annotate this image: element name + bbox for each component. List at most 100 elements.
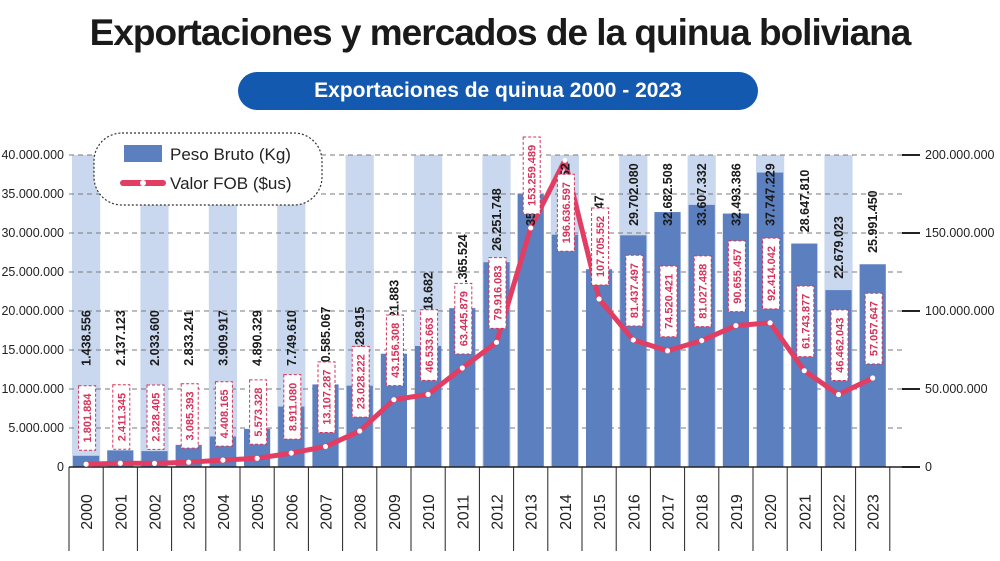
left-axis-tick-label: 35.000.000 <box>1 187 64 201</box>
fob-value-label: 2.411.345 <box>116 393 128 441</box>
page-title: Exportaciones y mercados de la quinua bo… <box>89 12 912 53</box>
x-axis-tick-label: 2006 <box>284 494 301 530</box>
axes: 0 5.000.000 10.000.000 15.000.000 20.000.000… <box>1 148 995 551</box>
fob-point <box>151 460 158 466</box>
fob-value-label-box <box>625 254 644 327</box>
fob-value-label: 153.259.489 <box>527 145 539 206</box>
fob-value-label: 5.573.328 <box>253 388 265 437</box>
fob-value-label: 61.743.877 <box>800 294 812 349</box>
fob-point <box>699 337 705 344</box>
bar-peso-bruto <box>517 193 544 467</box>
fob-point <box>733 322 739 329</box>
bar-value-label: 2.033.600 <box>148 310 162 366</box>
bar-value-label: 37.747.229 <box>764 163 778 226</box>
fob-point <box>322 443 329 450</box>
right-axis-tick-label: 100.000.000 <box>925 304 995 318</box>
bar-value-label: 29.702.080 <box>627 163 641 226</box>
fob-value-label: 2.328.405 <box>150 393 162 442</box>
fob-value-label: 79.916.083 <box>492 265 504 320</box>
fob-value-label: 4.408.165 <box>219 389 231 438</box>
fob-value-label-box <box>727 240 746 313</box>
x-axis-tick-label: 2011 <box>455 495 472 530</box>
fob-point <box>288 450 294 456</box>
fob-value-label-box <box>112 384 131 450</box>
fob-value-label-box <box>146 384 165 450</box>
legend-label-peso: Peso Bruto (Kg) <box>170 145 291 164</box>
fob-point <box>870 375 876 381</box>
fob-value-label: 81.027.488 <box>698 264 710 319</box>
x-axis-tick-label: 2009 <box>387 494 404 530</box>
fob-value-label-box <box>249 379 268 445</box>
x-axis-tick-label: 2000 <box>79 494 96 530</box>
x-axis-tick-label: 2010 <box>421 494 438 530</box>
legend-label-fob: Valor FOB ($us) <box>170 174 292 193</box>
fob-value-label-box <box>488 257 507 329</box>
right-axis-tick-label: 50.000.000 <box>925 382 988 396</box>
fob-value-label: 57.057.647 <box>869 301 881 356</box>
x-axis-tick-label: 2007 <box>319 494 336 530</box>
bar-peso-bruto <box>73 455 100 467</box>
right-axis-tick-label: 200.000.000 <box>925 148 995 162</box>
chart-subtitle-pill: Exportaciones de quinua 2000 - 2023 <box>238 72 758 110</box>
fob-value-label-box <box>762 237 781 310</box>
x-axis-tick-label: 2008 <box>353 494 370 530</box>
bar-value-label: 32.493.386 <box>729 163 743 226</box>
left-axis-tick-label: 40.000.000 <box>1 148 64 162</box>
fob-line <box>86 157 874 467</box>
fob-value-label: 3.085.393 <box>185 392 197 441</box>
left-axis-tick-label: 30.000.000 <box>1 226 64 240</box>
fob-value-label-box <box>385 314 404 387</box>
fob-point <box>596 296 602 302</box>
fob-value-label: 23.028.222 <box>356 354 368 409</box>
x-axis-tick-label: 2002 <box>148 494 165 530</box>
fob-value-label: 92.414.042 <box>766 246 778 301</box>
x-axis-tick-label: 2023 <box>866 494 883 530</box>
bar-value-label: 2.833.241 <box>182 310 196 366</box>
x-axis-tick-label: 2012 <box>490 494 507 530</box>
x-axis-tick-label: 2005 <box>250 494 267 530</box>
fob-value-label: 13.107.287 <box>321 370 333 425</box>
bar-value-label: 25.991.450 <box>866 190 880 253</box>
fob-point <box>493 339 500 345</box>
left-axis-tick-label: 10.000.000 <box>1 382 64 396</box>
fob-value-label-box <box>864 292 883 365</box>
fob-point <box>562 157 568 163</box>
fob-value-label-box <box>214 381 233 447</box>
fob-value-label-box <box>522 136 541 215</box>
bar-value-label: 4.890.329 <box>251 310 265 366</box>
x-axis-tick-label: 2022 <box>832 494 849 530</box>
fob-point <box>664 348 671 354</box>
fob-point <box>391 397 397 403</box>
fob-value-label-box <box>351 345 370 418</box>
bar-peso-bruto <box>654 212 681 467</box>
fob-value-label-box <box>283 374 302 440</box>
fob-point <box>528 225 534 231</box>
x-axis-tick-label: 2014 <box>558 494 575 530</box>
fob-point <box>630 337 636 343</box>
fob-value-label: 1.801.884 <box>82 393 94 443</box>
fob-point <box>117 460 123 466</box>
legend-box <box>93 132 323 206</box>
x-axis-tick-label: 2017 <box>661 494 678 530</box>
fob-value-label-box <box>180 383 199 449</box>
left-axis-tick-label: 0 <box>57 460 64 474</box>
fob-point <box>425 391 431 398</box>
fob-point <box>186 459 192 465</box>
fob-point <box>220 457 226 463</box>
bar-value-label: 26.251.748 <box>490 188 504 251</box>
fob-point <box>801 368 807 374</box>
data-labels: 1.438.556 2.137.123 2.033.600 2.833.241 3.90… <box>78 136 883 451</box>
bar-value-label: 20.365.524 <box>456 234 470 297</box>
fob-line-layer <box>83 157 876 467</box>
bar-value-label: 33.607.332 <box>695 163 709 226</box>
fob-value-label: 196.636.597 <box>561 182 573 243</box>
bar-value-label: 3.909.917 <box>216 310 230 366</box>
x-axis-tick-label: 2018 <box>695 494 712 530</box>
bar-peso-bruto <box>757 172 784 468</box>
x-axis-tick-label: 2001 <box>113 494 130 530</box>
fob-point <box>459 365 465 371</box>
left-axis-tick-label: 25.000.000 <box>1 265 64 279</box>
fob-value-label-box <box>693 255 712 328</box>
